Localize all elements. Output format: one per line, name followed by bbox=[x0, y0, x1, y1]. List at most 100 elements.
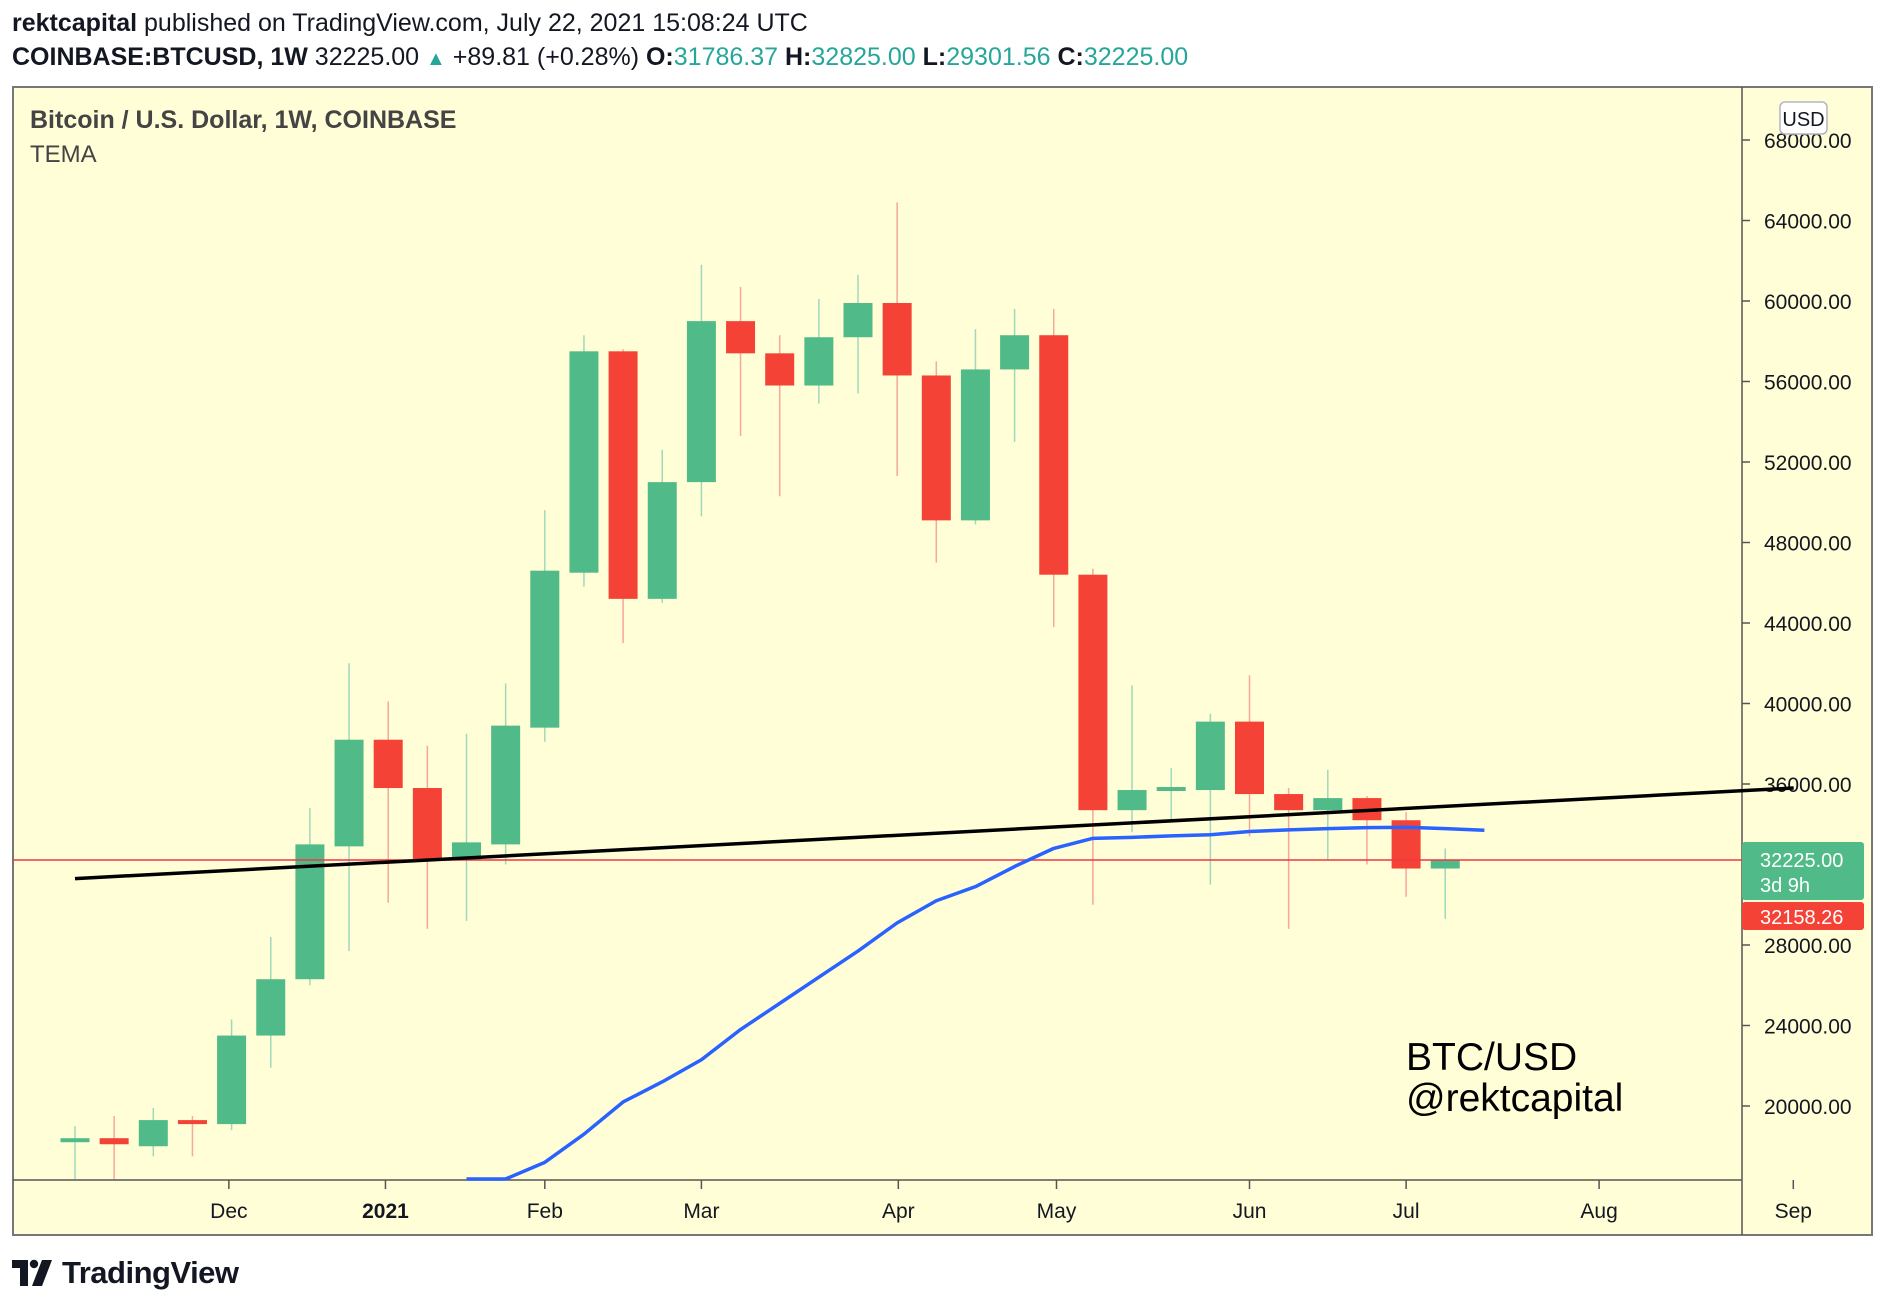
candle-body bbox=[256, 979, 286, 1036]
candle bbox=[334, 663, 364, 952]
candle bbox=[1117, 685, 1147, 833]
countdown-label: 3d 9h bbox=[1760, 875, 1810, 897]
candle-body bbox=[1195, 721, 1225, 791]
candle bbox=[177, 1116, 207, 1157]
tema-line bbox=[466, 825, 1485, 1181]
price-tick-label: 40000.00 bbox=[1764, 694, 1852, 717]
candle bbox=[569, 335, 599, 587]
time-tick-label: Mar bbox=[683, 1200, 719, 1223]
candle bbox=[373, 701, 403, 903]
price-tick-label: 52000.00 bbox=[1764, 452, 1852, 475]
candle-body bbox=[99, 1138, 129, 1145]
candle bbox=[138, 1108, 168, 1157]
candle bbox=[256, 936, 286, 1068]
candle-body bbox=[1235, 721, 1264, 795]
candle-body bbox=[1078, 574, 1108, 811]
brand-name: TradingView bbox=[62, 1255, 239, 1290]
candle bbox=[608, 349, 638, 644]
candle bbox=[1235, 675, 1264, 837]
price-tick-label: 68000.00 bbox=[1764, 130, 1852, 153]
candle bbox=[217, 1019, 247, 1131]
tradingview-logo[interactable]: TradingView bbox=[12, 1253, 239, 1293]
candle-body bbox=[1039, 335, 1069, 575]
low-value: 29301.56 bbox=[946, 43, 1051, 71]
price-tick-label: 64000.00 bbox=[1764, 211, 1852, 234]
candle bbox=[1039, 309, 1069, 628]
up-triangle-icon: ▲ bbox=[426, 48, 446, 70]
candle-body bbox=[412, 788, 442, 861]
close-value: 32225.00 bbox=[1083, 43, 1189, 71]
time-tick-label: Aug bbox=[1580, 1200, 1617, 1223]
candle-body bbox=[1430, 860, 1460, 869]
time-tick-label: Feb bbox=[527, 1200, 563, 1223]
candle-body bbox=[765, 353, 795, 386]
candle bbox=[530, 510, 560, 742]
price-tick-label: 28000.00 bbox=[1764, 935, 1852, 958]
published-text: published on TradingView.com, July 22, 2… bbox=[144, 9, 808, 37]
high-label: H: bbox=[785, 43, 812, 71]
candle bbox=[726, 286, 756, 436]
last-price-badge-value: 32225.00 bbox=[1760, 850, 1843, 872]
candle bbox=[60, 1126, 90, 1179]
candle-body bbox=[1274, 794, 1304, 811]
candle-body bbox=[608, 351, 638, 599]
other-price-badge-value: 32158.26 bbox=[1760, 907, 1843, 929]
time-tick-label: 2021 bbox=[362, 1200, 409, 1223]
price-tick-label: 60000.00 bbox=[1764, 291, 1852, 314]
candle-body bbox=[1000, 335, 1030, 370]
chart-legend-title: Bitcoin / U.S. Dollar, 1W, COINBASE bbox=[30, 106, 456, 134]
candle-body bbox=[960, 369, 990, 521]
candle-body bbox=[726, 321, 756, 354]
price-tick-label: 20000.00 bbox=[1764, 1096, 1852, 1119]
candle-body bbox=[804, 337, 834, 386]
candle-body bbox=[1156, 787, 1186, 792]
high-value: 32825.00 bbox=[811, 43, 916, 71]
candle-body bbox=[334, 739, 364, 847]
publish-line: rektcapital published on TradingView.com… bbox=[12, 6, 1188, 40]
candle bbox=[1078, 568, 1108, 905]
time-axis[interactable]: Dec 2021 Feb Mar Apr May Jun Jul Aug Sep bbox=[210, 1180, 1812, 1223]
symbol-label: COINBASE:BTCUSD, 1W bbox=[12, 43, 308, 71]
price-tick-label: 56000.00 bbox=[1764, 372, 1852, 395]
currency-button-label: USD bbox=[1782, 109, 1824, 131]
candle-body bbox=[1117, 790, 1147, 811]
candle-body bbox=[60, 1138, 90, 1143]
close-label: C: bbox=[1057, 43, 1084, 71]
author-name[interactable]: rektcapital bbox=[12, 9, 138, 37]
price-tick-label: 44000.00 bbox=[1764, 613, 1852, 636]
candle bbox=[960, 329, 990, 525]
indicator-label[interactable]: TEMA bbox=[30, 141, 97, 168]
price-axis[interactable]: 20000.00 24000.00 28000.00 36000.00 40000.00… bbox=[1742, 130, 1852, 1119]
candle-body bbox=[491, 725, 521, 845]
watermark-handle: @rektcapital bbox=[1406, 1077, 1623, 1120]
candle-body bbox=[882, 303, 912, 376]
candle-body bbox=[647, 482, 677, 599]
tradingview-mark-icon bbox=[12, 1258, 52, 1288]
candle bbox=[843, 274, 873, 394]
price-tick-label: 48000.00 bbox=[1764, 533, 1852, 556]
other-price-badge: 32158.26 bbox=[1742, 902, 1864, 930]
candle-body bbox=[1313, 798, 1343, 811]
candle bbox=[1156, 767, 1186, 821]
time-tick-label: Jun bbox=[1233, 1200, 1267, 1223]
time-tick-label: May bbox=[1037, 1200, 1077, 1223]
candle bbox=[1000, 309, 1030, 442]
price-tick-label: 24000.00 bbox=[1764, 1016, 1852, 1039]
candle bbox=[412, 745, 442, 929]
currency-button[interactable]: USD bbox=[1779, 101, 1828, 135]
candle-body bbox=[217, 1035, 247, 1125]
time-tick-label: Sep bbox=[1775, 1200, 1812, 1223]
chart-frame bbox=[12, 86, 1873, 1236]
candle bbox=[804, 298, 834, 404]
candle bbox=[99, 1116, 129, 1179]
candle bbox=[1195, 713, 1225, 885]
candle-body bbox=[569, 351, 599, 573]
trendline[interactable] bbox=[74, 786, 1794, 881]
ohlc-line: COINBASE:BTCUSD, 1W 32225.00 ▲ +89.81 (+… bbox=[12, 40, 1188, 76]
candle-body bbox=[138, 1120, 168, 1147]
watermark-pair: BTC/USD bbox=[1406, 1036, 1577, 1079]
time-tick-label: Jul bbox=[1393, 1200, 1420, 1223]
candle-body bbox=[530, 570, 560, 728]
open-value: 31786.37 bbox=[673, 43, 779, 71]
